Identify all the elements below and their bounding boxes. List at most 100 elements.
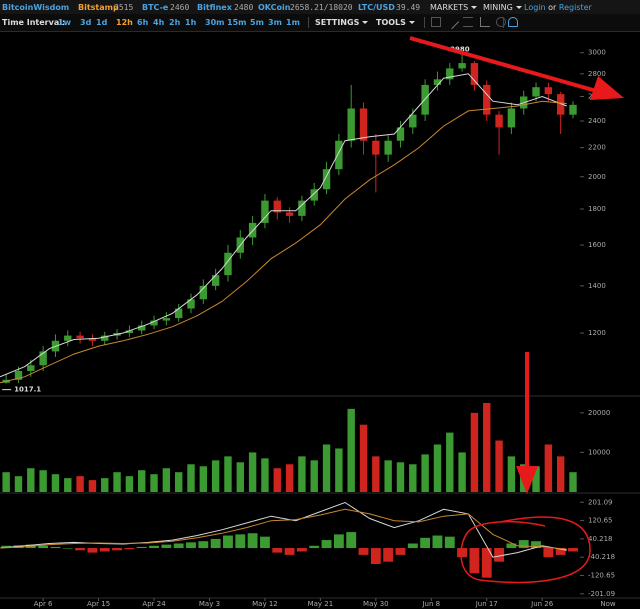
candle-body [409,114,417,128]
candle-body [125,330,134,334]
candle-body [27,365,35,371]
interval-button[interactable]: 15m [227,18,247,27]
auth: Login or Register [524,3,592,12]
volume-bar [39,470,47,492]
candle-body [224,252,232,276]
histogram-bar [444,536,455,549]
candle-body [507,108,516,128]
ticker-name[interactable]: LTC/USD [358,3,395,12]
candle-body [483,84,491,115]
interval-button[interactable]: 1m [286,18,300,27]
tool-icon[interactable] [496,17,506,27]
y-tick-label: 20000 [588,409,610,417]
interval-button[interactable]: 4h [153,18,165,27]
tool-icon[interactable] [431,17,441,27]
interval-button[interactable]: 1w [58,18,71,27]
histogram-bar [296,548,307,552]
login-link[interactable]: Login [524,3,546,12]
volume-bar [187,464,195,492]
candle-body [273,200,281,213]
ticker-price: 2515 [114,3,134,12]
ticker-name[interactable]: Bitstamp [78,3,119,12]
menu[interactable]: TOOLS [376,18,415,27]
histogram-bar [469,548,480,574]
histogram-bar [198,541,209,549]
separator [308,17,309,28]
ticker-name[interactable]: Bitfinex [197,3,232,12]
volume-bar [27,468,35,492]
interval-button[interactable]: 12h [116,18,133,27]
volume-bar [384,460,392,492]
candle-body [285,212,294,216]
x-tick-label: Jun 8 [421,600,440,608]
y-tick-label: 120.65 [588,517,613,525]
candle-body [39,351,47,366]
ticker-price: 39.49 [396,3,421,12]
y-tick-label: -201.09 [588,590,615,598]
histogram-bar [543,548,554,558]
register-link[interactable]: Register [558,3,592,12]
interval-button[interactable]: 2h [169,18,181,27]
histogram-bar [161,544,172,549]
histogram-bar [99,548,110,552]
interval-button[interactable]: 1d [96,18,108,27]
x-tick-label: May 30 [363,600,389,608]
menu-label: MINING [483,3,513,12]
interval-button[interactable]: 3d [80,18,92,27]
y-tick-label: 2800 [588,70,606,78]
menu-label: MARKETS [430,3,469,12]
x-tick-label: May 21 [308,600,334,608]
x-end-label: Now [600,600,616,608]
brand[interactable]: BitcoinWisdom [2,3,70,12]
indicator-line [0,100,567,384]
y-tick-label: -120.65 [588,572,615,580]
histogram-bar [407,543,418,549]
candle-body [174,308,183,319]
histogram-bar [309,545,320,549]
histogram-bar [87,548,98,553]
menu[interactable]: MARKETS [430,3,478,12]
indicator-line [0,508,567,550]
candle-body [76,335,84,339]
interval-button[interactable]: 1h [185,18,197,27]
interval-button[interactable]: 30m [205,18,225,27]
x-tick-label: May 12 [252,600,278,608]
candle-body [64,335,72,341]
interval-button[interactable]: 5m [250,18,264,27]
volume-bar [113,472,121,492]
histogram-bar [383,548,394,562]
menu[interactable]: SETTINGS [315,18,369,27]
tool-icon[interactable] [463,17,473,27]
volume-bar [14,476,23,492]
volume-bar [199,466,208,492]
histogram-bar [38,545,49,549]
tool-icon[interactable] [480,17,490,27]
candle-body [544,87,553,95]
menu-label: TOOLS [376,18,406,27]
interval-button[interactable]: 3m [268,18,282,27]
candle-body [199,285,208,300]
candle-body [359,108,368,141]
histogram-bar [518,540,529,549]
volume-bar [285,464,294,492]
alert-icon[interactable] [508,17,518,27]
interval-label: Time Interval: [2,18,66,27]
ticker-name[interactable]: BTC-e [142,3,169,12]
volume-bar [298,456,306,492]
candle-body [495,114,503,128]
volume-bar [446,432,454,492]
price-annotation: 2980 [450,46,470,54]
histogram-bar [62,548,73,549]
volume-bar [433,444,442,492]
menu[interactable]: MINING [483,3,522,12]
candle-body [211,275,220,286]
histogram-bar [247,533,258,549]
candle-body [347,108,355,141]
interval-button[interactable]: 6h [137,18,149,27]
y-tick-label: 1200 [588,329,606,337]
ticker-price: 2480 [234,3,254,12]
volume-bar [236,462,244,492]
ticker-name[interactable]: OKCoin [258,3,291,12]
